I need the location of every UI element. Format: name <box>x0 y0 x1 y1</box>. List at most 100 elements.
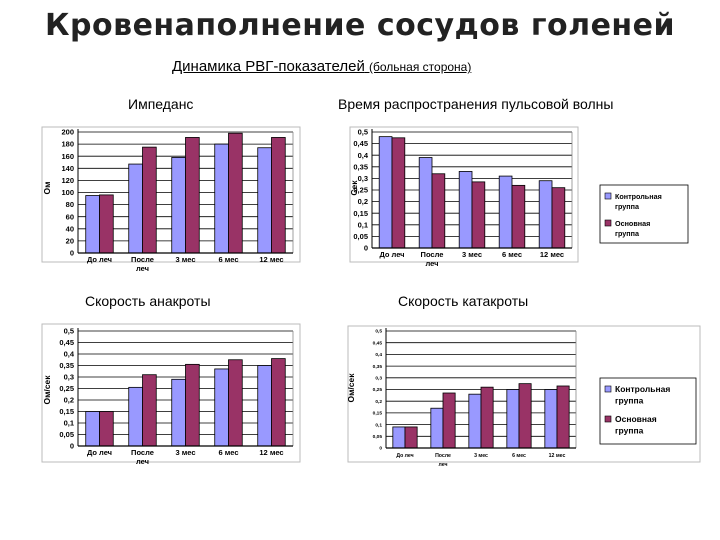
legend-label-pulse-wave: Основная <box>615 219 650 228</box>
bar-catacrota-s2-4 <box>518 383 532 449</box>
bar-pulse-wave-s1-1 <box>378 136 393 249</box>
x-tick-label-pulse-wave: 12 мес <box>540 250 564 259</box>
bar-catacrota-s2-3 <box>480 386 494 449</box>
bar-impedance-s1-5 <box>257 147 272 254</box>
y-tick-label-anacrota: 0,15 <box>59 407 74 416</box>
x-tick-label-catacrota: леч <box>439 462 448 468</box>
page-title: Кровенаполнение сосудов голеней <box>44 8 676 43</box>
y-tick-label-anacrota: 0,35 <box>59 361 74 370</box>
y-tick-label-impedance: 140 <box>61 164 74 173</box>
bar-catacrota-s1-3 <box>468 393 482 449</box>
x-tick-label-anacrota: До леч <box>87 448 112 457</box>
bar-anacrota-s1-1 <box>85 411 100 447</box>
bar-anacrota-s2-3 <box>185 363 200 447</box>
y-tick-label-pulse-wave: 0,2 <box>358 197 368 206</box>
y-tick-label-pulse-wave: 0,05 <box>353 232 368 241</box>
bar-impedance-s2-2 <box>142 146 157 254</box>
y-tick-label-pulse-wave: 0,3 <box>358 174 368 183</box>
x-tick-label-anacrota: После <box>131 448 154 457</box>
x-tick-label-pulse-wave: 6 мес <box>502 250 522 259</box>
y-tick-label-anacrota: 0 <box>70 442 74 451</box>
bar-pulse-wave-s1-3 <box>458 171 473 249</box>
x-tick-label-impedance: 6 мес <box>218 255 238 264</box>
y-tick-label-catacrota: 0,05 <box>373 434 383 440</box>
x-tick-label-impedance: леч <box>136 264 149 273</box>
y-tick-label-pulse-wave: 0,5 <box>358 128 368 137</box>
x-tick-label-anacrota: 12 мес <box>259 448 283 457</box>
y-tick-label-pulse-wave: 0,4 <box>358 151 369 160</box>
bar-catacrota-s2-5 <box>556 385 570 449</box>
y-tick-label-pulse-wave: 0,45 <box>353 139 368 148</box>
x-tick-label-impedance: До леч <box>87 255 112 264</box>
y-tick-label-impedance: 160 <box>61 152 74 161</box>
bar-catacrota-s2-1 <box>404 426 418 449</box>
bar-anacrota-s2-1 <box>99 411 114 447</box>
y-tick-label-pulse-wave: 0,1 <box>358 220 368 229</box>
bar-catacrota-s1-5 <box>544 389 558 449</box>
bar-impedance-s2-1 <box>99 194 114 254</box>
x-tick-label-anacrota: леч <box>136 457 149 466</box>
chart-frame-catacrota <box>347 325 701 463</box>
bar-impedance-s1-2 <box>128 163 143 254</box>
bar-pulse-wave-s1-5 <box>538 180 553 249</box>
legend-swatch-pulse-wave-2 <box>604 219 612 227</box>
subtitle-text: Динамика РВГ-показателей <box>172 58 365 75</box>
y-tick-label-catacrota: 0,5 <box>375 329 382 335</box>
bar-pulse-wave-s2-2 <box>431 173 446 249</box>
legend-label-pulse-wave: Контрольная <box>615 192 662 201</box>
y-tick-label-anacrota: 0,4 <box>64 350 75 359</box>
y-tick-label-catacrota: 0 <box>379 446 382 452</box>
y-tick-label-catacrota: 0,15 <box>373 411 383 417</box>
x-tick-label-pulse-wave: 3 мес <box>462 250 482 259</box>
bar-anacrota-s2-2 <box>142 374 157 447</box>
y-axis-label-pulse-wave: Сек <box>349 180 359 196</box>
x-tick-label-anacrota: 6 мес <box>218 448 238 457</box>
legend-label-catacrota: группа <box>615 426 644 436</box>
bar-anacrota-s1-4 <box>214 368 229 447</box>
y-tick-label-catacrota: 0,45 <box>373 340 383 346</box>
y-tick-label-pulse-wave: 0,25 <box>353 186 368 195</box>
x-tick-label-catacrota: 12 мес <box>549 453 566 459</box>
y-tick-label-pulse-wave: 0,15 <box>353 209 368 218</box>
y-tick-label-impedance: 200 <box>61 128 74 137</box>
x-tick-label-anacrota: 3 мес <box>175 448 195 457</box>
y-tick-label-impedance: 80 <box>66 200 74 209</box>
x-tick-label-catacrota: До леч <box>396 453 413 459</box>
bar-anacrota-s1-5 <box>257 365 272 447</box>
y-tick-label-impedance: 60 <box>66 212 74 221</box>
bar-impedance-s2-4 <box>228 132 243 254</box>
y-tick-label-impedance: 100 <box>61 188 74 197</box>
x-tick-label-pulse-wave: леч <box>425 259 438 268</box>
legend-swatch-catacrota-1 <box>604 385 612 393</box>
chart-frame-impedance <box>41 126 301 263</box>
chart-title-catacrota: Скорость катакроты <box>398 293 529 309</box>
y-tick-label-anacrota: 0,25 <box>59 384 74 393</box>
legend-label-catacrota: группа <box>615 396 644 406</box>
y-tick-label-pulse-wave: 0 <box>364 244 368 253</box>
y-tick-label-impedance: 120 <box>61 176 74 185</box>
y-tick-label-anacrota: 0,3 <box>64 373 74 382</box>
y-axis-label-catacrota: Ом/сек <box>346 373 356 403</box>
x-tick-label-catacrota: 6 мес <box>512 453 526 459</box>
y-tick-label-impedance: 180 <box>61 140 74 149</box>
bar-anacrota-s2-4 <box>228 359 243 447</box>
bar-pulse-wave-s2-1 <box>391 137 406 249</box>
y-tick-label-anacrota: 0,1 <box>64 419 74 428</box>
legend-box-catacrota <box>599 377 697 445</box>
legend-label-pulse-wave: группа <box>615 202 640 211</box>
legend-box-pulse-wave <box>599 184 689 244</box>
x-tick-label-pulse-wave: После <box>421 250 444 259</box>
y-tick-label-anacrota: 0,5 <box>64 327 74 336</box>
chart-title-pulse-wave: Время распространения пульсовой волны <box>338 96 614 112</box>
y-tick-label-catacrota: 0,4 <box>375 352 382 358</box>
y-tick-label-impedance: 20 <box>66 237 74 246</box>
y-tick-label-catacrota: 0,25 <box>373 387 383 393</box>
y-tick-label-anacrota: 0,2 <box>64 396 74 405</box>
bar-impedance-s1-4 <box>214 143 229 254</box>
x-tick-label-impedance: 3 мес <box>175 255 195 264</box>
bar-anacrota-s1-3 <box>171 378 186 447</box>
bar-pulse-wave-s1-4 <box>498 175 513 249</box>
bar-pulse-wave-s1-2 <box>418 157 433 249</box>
x-tick-label-impedance: После <box>131 255 154 264</box>
